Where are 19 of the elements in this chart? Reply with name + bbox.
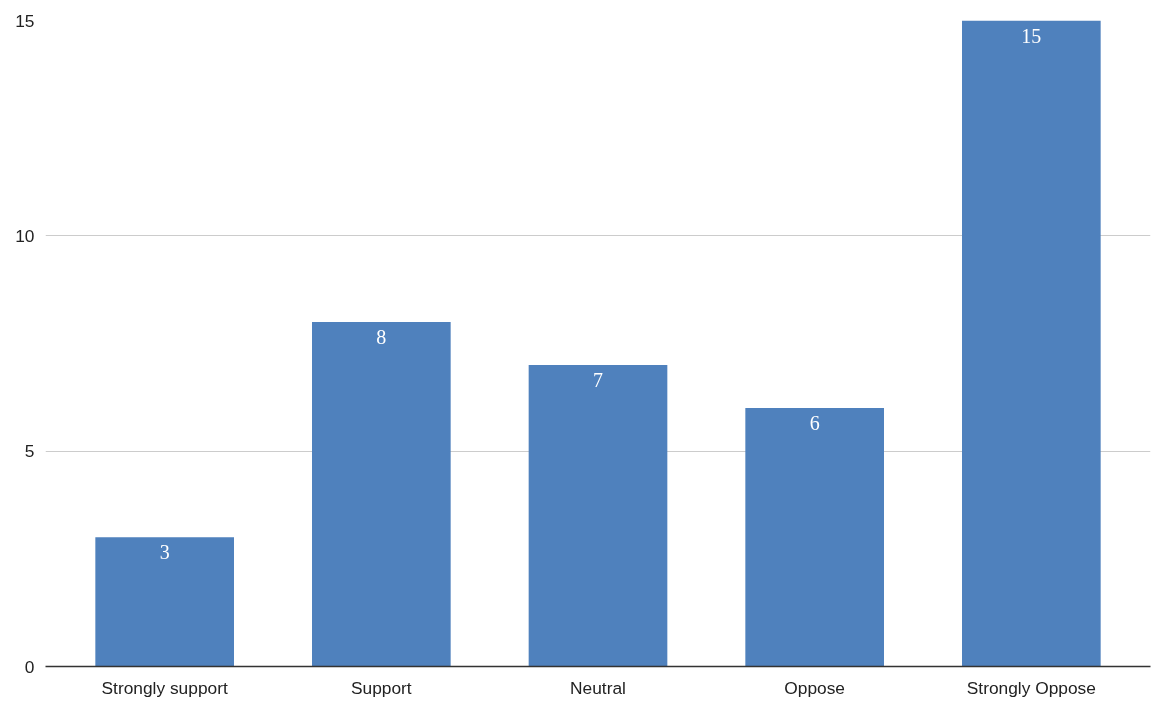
bar xyxy=(745,408,884,667)
bar xyxy=(528,365,668,667)
y-tick-label: 15 xyxy=(15,10,35,31)
bar xyxy=(962,20,1101,667)
y-tick-label: 10 xyxy=(15,225,35,246)
y-tick-label: 5 xyxy=(24,441,35,462)
data-label: 7 xyxy=(593,369,603,392)
data-label: 6 xyxy=(809,412,820,435)
data-label: 3 xyxy=(159,541,170,564)
data-label: 8 xyxy=(376,325,387,348)
y-tick-label: 0 xyxy=(24,656,35,677)
bar xyxy=(95,537,234,667)
x-tick-label: Neutral xyxy=(570,677,626,698)
x-tick-label: Support xyxy=(350,677,412,698)
x-tick-label: Oppose xyxy=(784,677,846,698)
x-tick-label: Strongly Oppose xyxy=(966,677,1096,698)
data-label: 15 xyxy=(1021,24,1042,47)
x-tick-label: Strongly support xyxy=(101,677,228,698)
bar xyxy=(312,321,451,667)
